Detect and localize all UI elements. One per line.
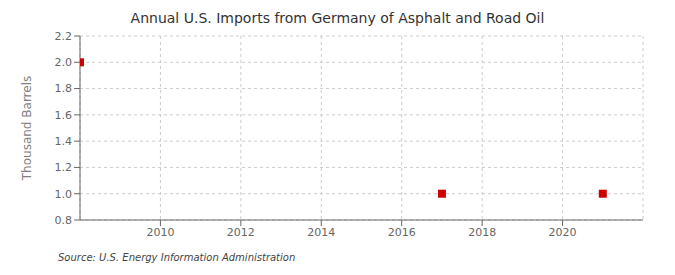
svg-text:2020: 2020 (549, 226, 577, 239)
svg-text:1.8: 1.8 (55, 82, 73, 95)
svg-text:2014: 2014 (307, 226, 335, 239)
svg-text:2010: 2010 (146, 226, 174, 239)
svg-text:1.2: 1.2 (55, 161, 73, 174)
html-text:Annual U.S. Imports from Germa: Annual U.S. Imports from Germany of Asph… (130, 10, 545, 26)
svg-text:2016: 2016 (388, 226, 416, 239)
svg-text:2018: 2018 (468, 226, 496, 239)
svg-text:1.6: 1.6 (55, 109, 73, 122)
html-text:Source: U.S. Energy Informatio: Source: U.S. Energy Information Administ… (58, 252, 296, 263)
svg-text:2012: 2012 (227, 226, 255, 239)
svg-text:2.0: 2.0 (55, 56, 73, 69)
svg-text:2.2: 2.2 (55, 30, 73, 43)
svg-text:1.0: 1.0 (55, 188, 73, 201)
svg-text:Thousand Barrels: Thousand Barrels (20, 76, 34, 181)
svg-text:0.8: 0.8 (55, 214, 73, 227)
svg-text:1.4: 1.4 (55, 135, 73, 148)
